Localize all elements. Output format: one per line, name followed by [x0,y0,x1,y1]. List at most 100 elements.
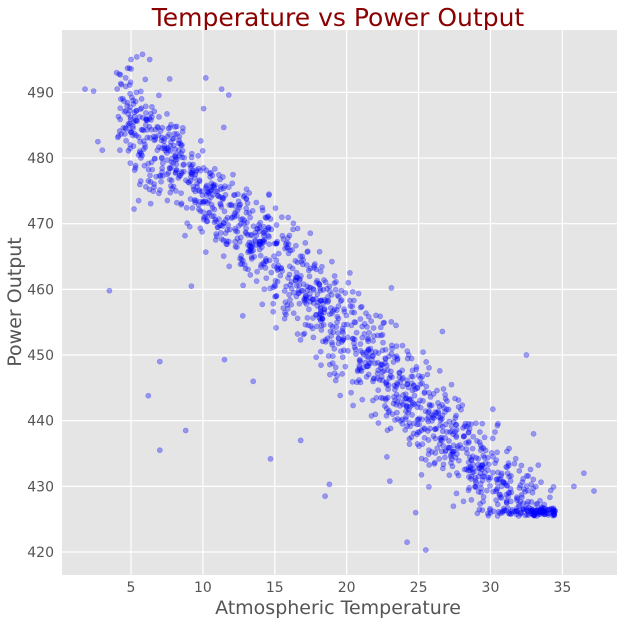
data-point [137,138,144,145]
data-point [432,426,438,432]
data-point [133,117,139,124]
data-point [389,374,395,381]
data-point [152,126,159,133]
data-point [190,183,197,190]
data-point [380,320,387,326]
data-point [226,263,233,270]
data-point [379,377,386,384]
data-point [317,297,324,304]
data-point [287,281,294,288]
data-point [477,470,484,476]
data-point [118,130,125,137]
data-point [494,513,501,519]
data-point [530,476,537,483]
data-point [379,331,386,338]
data-point [290,220,297,227]
data-point [318,297,324,304]
data-point [390,359,397,365]
data-point [410,430,417,437]
data-point [290,310,297,317]
data-point [528,508,535,514]
data-point [420,349,426,356]
data-point [284,301,291,308]
data-point [450,503,457,510]
data-point [214,188,221,195]
data-point [472,484,478,490]
data-point [118,81,125,88]
data-point [363,310,369,317]
data-point [351,344,358,351]
data-point [421,426,428,433]
data-point [290,289,297,296]
data-point [430,412,437,419]
data-point [394,381,401,388]
data-point [126,82,133,88]
data-point [268,226,275,233]
data-point [534,507,541,514]
data-point [142,110,149,116]
data-point [387,425,394,432]
data-point [164,111,170,117]
data-point [429,414,436,421]
data-point [256,228,263,235]
data-point [434,387,440,394]
data-point [217,183,224,190]
data-point [333,324,340,330]
data-point [326,311,333,318]
data-point [156,114,162,120]
data-point [125,121,132,127]
data-point [332,364,339,371]
data-point [264,214,271,220]
data-point [469,469,476,476]
data-point [525,498,531,505]
data-point [183,204,190,211]
data-point [329,353,336,359]
data-point [266,257,273,264]
data-point [318,322,325,329]
data-point [175,147,182,154]
data-point [404,381,411,387]
data-point [221,208,228,215]
data-point [213,231,220,237]
data-point [142,144,149,151]
data-point [242,265,249,272]
data-point [424,371,431,378]
data-point [356,362,363,369]
data-point [195,187,202,193]
data-point [340,337,346,343]
data-point [267,215,274,222]
data-point [256,241,263,248]
data-point [248,245,254,251]
data-point [364,353,370,360]
data-point [132,162,139,169]
data-point [537,508,543,515]
data-point [442,391,448,398]
data-point [158,137,165,144]
data-point [530,485,537,492]
data-point [136,149,143,156]
data-point [522,488,529,495]
data-point [476,465,483,472]
data-point [192,168,199,175]
data-point [301,297,308,303]
data-point [392,397,398,404]
data-point [368,318,375,324]
data-point [386,353,392,360]
data-point [437,422,444,429]
data-point [496,476,502,483]
data-point [373,394,380,401]
data-point [249,207,256,214]
data-point [170,183,177,190]
data-point [453,426,460,433]
data-point [351,340,357,347]
data-point [315,280,322,287]
data-point [146,56,153,63]
data-point [363,363,370,370]
data-point [117,71,124,78]
data-point [430,390,437,397]
data-point [292,277,299,283]
data-point [157,172,164,179]
data-point [465,429,472,436]
data-point [133,54,140,60]
data-point [139,114,146,121]
